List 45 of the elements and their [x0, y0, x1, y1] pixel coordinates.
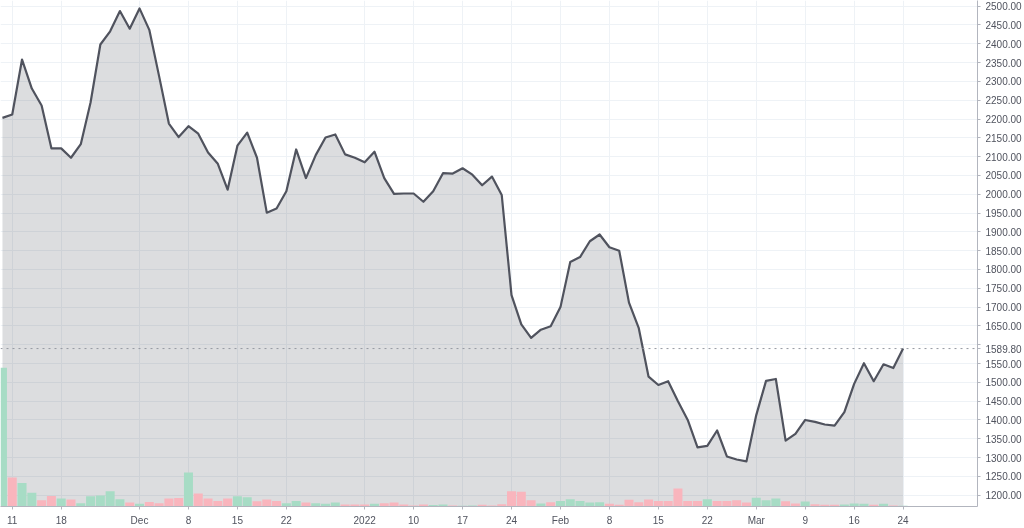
y-tick-label: 2200.00 [985, 114, 1023, 126]
y-tick-label: 1300.00 [985, 452, 1023, 464]
x-tick-label: 11 [7, 514, 18, 526]
y-tick-label: 2000.00 [985, 189, 1023, 201]
x-tick-label: 22 [701, 514, 714, 526]
x-tick-label: Dec [130, 514, 149, 526]
y-tick-label: 1400.00 [985, 414, 1023, 426]
ref-line-label: 1589.80 [985, 343, 1023, 355]
y-tick-label: 2100.00 [985, 151, 1023, 163]
y-tick-label: 2150.00 [985, 132, 1023, 144]
x-tick-label: 2022 [353, 514, 377, 526]
y-tick-label: 2050.00 [985, 170, 1023, 182]
y-tick-label: 1700.00 [985, 302, 1023, 314]
x-tick-label: 15 [652, 514, 665, 526]
y-tick-label: 2500.00 [985, 1, 1023, 13]
y-tick-label: 1900.00 [985, 226, 1023, 238]
x-tick-label: 24 [897, 514, 910, 526]
y-tick-label: 1250.00 [985, 471, 1023, 483]
x-tick-label: 15 [231, 514, 244, 526]
y-tick-label: 1450.00 [985, 396, 1023, 408]
x-tick-label: 8 [185, 514, 192, 526]
x-tick-label: 9 [802, 514, 809, 526]
y-tick-label: 1500.00 [985, 377, 1023, 389]
y-tick-label: 1650.00 [985, 320, 1023, 332]
x-tick-label: 17 [457, 514, 469, 526]
x-tick-label: 18 [55, 514, 68, 526]
y-tick-label: 2450.00 [985, 19, 1023, 31]
y-tick-label: 2400.00 [985, 38, 1023, 50]
y-tick-label: 1200.00 [985, 490, 1023, 502]
y-tick-label: 1350.00 [985, 433, 1023, 445]
y-tick-label: 1800.00 [985, 264, 1023, 276]
x-tick-label: 10 [408, 514, 420, 526]
y-tick-label: 1750.00 [985, 283, 1023, 295]
x-tick-label: 16 [848, 514, 861, 526]
y-tick-label: 2300.00 [985, 76, 1023, 88]
x-tick-label: Feb [551, 514, 570, 526]
y-tick-label: 1950.00 [985, 208, 1023, 220]
y-tick-label: 1550.00 [985, 358, 1023, 370]
x-tick-label: Mar [747, 514, 766, 526]
y-tick-label: 1850.00 [985, 245, 1023, 257]
x-tick-label: 24 [505, 514, 518, 526]
x-tick-label: 22 [280, 514, 293, 526]
y-tick-label: 2250.00 [985, 95, 1023, 107]
y-tick-label: 2350.00 [985, 57, 1023, 69]
x-tick-label: 8 [606, 514, 613, 526]
